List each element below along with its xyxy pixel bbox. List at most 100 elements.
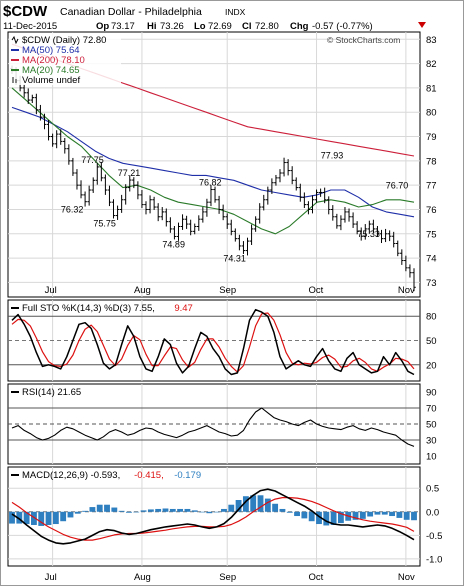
price-bar (62, 138, 67, 154)
histogram-bar (45, 511, 52, 525)
legend-entry: MACD(12,26,9) -0.593, (22, 470, 120, 481)
price-bar (213, 186, 217, 203)
exchange-label: INDX (225, 7, 246, 17)
histogram-bar (272, 503, 279, 512)
legend-entry: -0.179 (174, 470, 201, 481)
x-axis: JulAugSepOctNovDecJulAugSepOctNovDec (45, 285, 415, 583)
y-tick-label: 81 (426, 83, 437, 94)
price-bar (71, 157, 75, 176)
price-bar (233, 228, 238, 242)
price-bar (152, 196, 156, 210)
price-annotation: 77.93 (321, 151, 344, 161)
price-bar (229, 219, 234, 236)
histogram-bar (67, 511, 74, 518)
x-tick-label: Jul (45, 285, 57, 296)
x-tick-label: Aug (134, 572, 151, 583)
price-bar (22, 84, 26, 98)
price-panel: 73 74 75 76 77 78 79 80 81 82 83 77.75 77.21 76.32 75.… (7, 31, 437, 298)
price-bar (326, 196, 331, 215)
y-tick-label: 75 (426, 229, 437, 240)
y-tick-label: 76 (426, 205, 437, 216)
y-tick-label: 30 (426, 436, 437, 447)
histogram-bar (184, 508, 191, 512)
series-line-ma50 (11, 106, 415, 218)
histogram-bar (228, 504, 235, 512)
price-bar (30, 94, 35, 103)
y-tick-label: 10 (426, 452, 437, 463)
price-bar (58, 129, 63, 145)
series-line-rsi (11, 407, 415, 447)
price-bar (127, 175, 132, 192)
legend-entry: Full STO %K(14,3) %D(3) 7.55, (22, 303, 155, 314)
histogram-bar (140, 510, 147, 512)
price-bar (144, 201, 148, 215)
histogram-bar (74, 511, 81, 514)
price-bar (241, 241, 246, 254)
histogram-bar (352, 511, 359, 520)
legend-entry: RSI(14) 21.65 (22, 387, 81, 398)
price-bar (50, 133, 55, 147)
histogram-bar (308, 511, 315, 522)
price-bar (83, 191, 87, 207)
price-bar (26, 88, 31, 104)
price-bar (205, 198, 209, 217)
x-tick-label: Oct (309, 572, 324, 583)
legend-entry: -0.415, (134, 470, 164, 481)
price-bar (79, 180, 83, 199)
price-bar (286, 159, 290, 176)
histogram-bar (264, 498, 271, 512)
price-bar (225, 213, 230, 229)
price-bar (67, 144, 71, 165)
low-label: Lo (194, 21, 206, 32)
price-bar (290, 166, 294, 185)
histogram-bar (242, 496, 249, 512)
price-bar (34, 93, 39, 115)
histogram-bar (133, 511, 140, 513)
price-annotation: 76.70 (386, 180, 409, 190)
price-bar (322, 187, 327, 204)
price-bar (132, 177, 136, 189)
histogram-bar (367, 511, 374, 517)
price-bar (209, 185, 213, 207)
price-bar (176, 222, 181, 241)
y-tick-label: 70 (426, 404, 437, 415)
y-tick-label: 50 (426, 420, 437, 431)
price-bar (87, 185, 91, 206)
histogram-bar (126, 511, 132, 513)
histogram-bar (111, 507, 118, 512)
price-bar (395, 240, 400, 257)
price-annotation: 75.75 (93, 219, 116, 229)
price-bar (253, 216, 258, 232)
price-bar (343, 207, 347, 223)
series-line-macd (11, 488, 415, 545)
price-bar (136, 181, 140, 200)
histogram-bar (52, 511, 59, 525)
y-tick-label: 78 (426, 156, 437, 167)
histogram-bar (9, 511, 15, 524)
price-bar (188, 219, 193, 236)
histogram-bar (403, 511, 410, 520)
instrument-name: Canadian Dollar - Philadelphia (60, 6, 202, 18)
price-bar (379, 229, 384, 244)
price-bar (164, 208, 169, 227)
price-bar (282, 157, 286, 177)
histogram-bar (16, 511, 23, 524)
histogram-bar (169, 508, 176, 512)
histogram-bar (104, 504, 110, 512)
y-tick-label: 77 (426, 181, 437, 192)
histogram-bar (213, 511, 220, 513)
chart-header: $CDW Canadian Dollar - Philadelphia INDX… (3, 3, 426, 32)
histogram-bar (96, 504, 103, 512)
legend-entry: MA(200) 78.10 (22, 55, 85, 66)
rsi-panel: 10 30 50 70 90 RSI(14) 21.65 (7, 383, 437, 465)
histogram-bar (206, 511, 213, 514)
price-bar (192, 223, 197, 235)
rsi-legend: RSI(14) 21.65 (11, 387, 81, 398)
y-tick-label: 50 (426, 336, 437, 347)
histogram-bar (396, 511, 403, 518)
y-tick-label: -1.0 (426, 554, 442, 565)
histogram-bar (38, 511, 45, 526)
close-value: 72.80 (255, 21, 279, 32)
